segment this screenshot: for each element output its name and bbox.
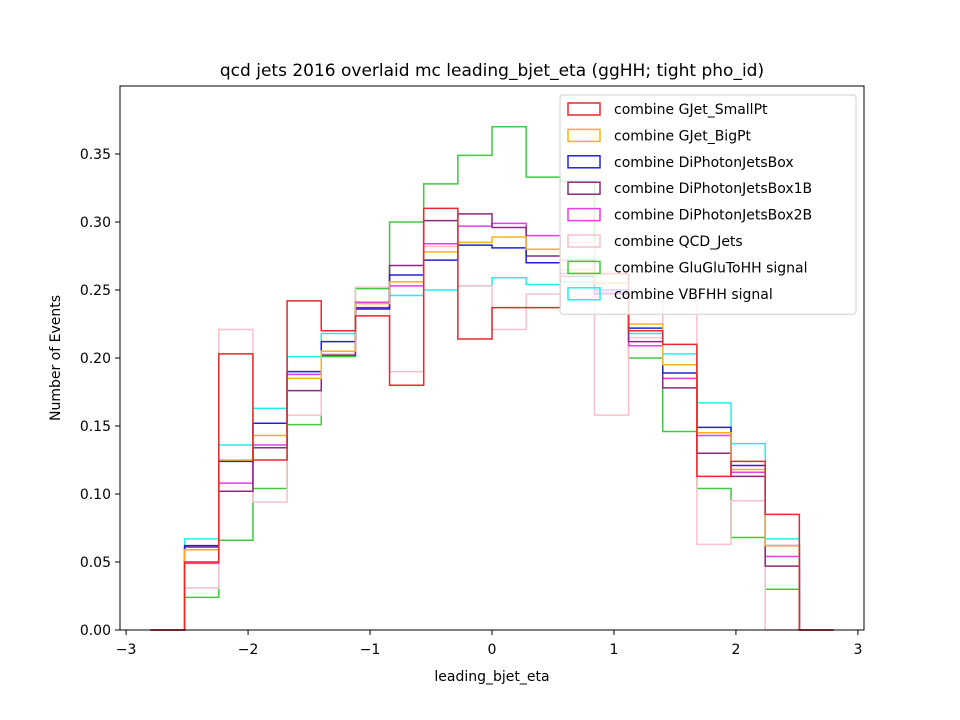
y-tick-label: 0.20 (80, 351, 111, 367)
y-axis-ticks: 0.00 0.05 0.10 0.15 0.20 0.25 0.30 0.35 (80, 147, 120, 639)
x-tick-label: 1 (610, 642, 619, 658)
series-step-line-2 (150, 244, 834, 631)
series-layer (150, 126, 834, 631)
x-tick-label: −1 (360, 642, 381, 658)
legend-swatch (567, 234, 601, 248)
legend-swatch (567, 207, 601, 222)
y-tick-label: 0.25 (80, 283, 111, 299)
legend-entry-label: combine QCD_Jets (614, 234, 743, 250)
legend-entry-label: combine GJet_BigPt (614, 128, 752, 144)
series-step-line-6 (150, 126, 834, 631)
chart-title: qcd jets 2016 overlaid mc leading_bjet_e… (220, 61, 764, 81)
legend-entry-label: combine DiPhotonJetsBox2B (614, 208, 812, 224)
legend-swatch (567, 181, 601, 195)
x-tick-label: −3 (116, 642, 137, 658)
legend-box (559, 94, 857, 315)
legend-swatch (567, 260, 601, 275)
legend-swatch (567, 128, 601, 143)
y-tick-label: 0.00 (80, 623, 111, 639)
series-step-line-7 (150, 277, 834, 631)
x-tick-label: 3 (853, 642, 862, 658)
x-axis-ticks: −3 −2 −1 0 1 2 3 (116, 630, 862, 658)
legend-entry-label: combine DiPhotonJetsBox1B (614, 181, 812, 197)
x-tick-label: 0 (488, 642, 497, 658)
series-step-line-3 (150, 213, 834, 631)
legend-swatch (567, 155, 601, 169)
x-tick-label: 2 (731, 642, 740, 658)
series-step-line-1 (150, 236, 834, 631)
y-tick-label: 0.10 (80, 487, 111, 503)
series-step-line-0 (150, 207, 834, 631)
x-axis-label: leading_bjet_eta (434, 669, 549, 685)
legend-entry-label: combine GJet_SmallPt (614, 102, 768, 118)
legend-swatch (567, 287, 601, 301)
x-tick-label: −2 (238, 642, 259, 658)
y-tick-label: 0.30 (80, 215, 111, 231)
legend-entry-label: combine VBFHH signal (614, 287, 773, 303)
legend-swatch (567, 102, 601, 116)
y-tick-label: 0.05 (80, 555, 111, 571)
y-tick-label: 0.35 (80, 147, 111, 163)
legend-entry-label: combine GluGluToHH signal (614, 260, 808, 276)
y-tick-label: 0.15 (80, 419, 111, 435)
y-axis-label: Number of Events (48, 295, 64, 421)
legend-entry-label: combine DiPhotonJetsBox (614, 155, 794, 171)
